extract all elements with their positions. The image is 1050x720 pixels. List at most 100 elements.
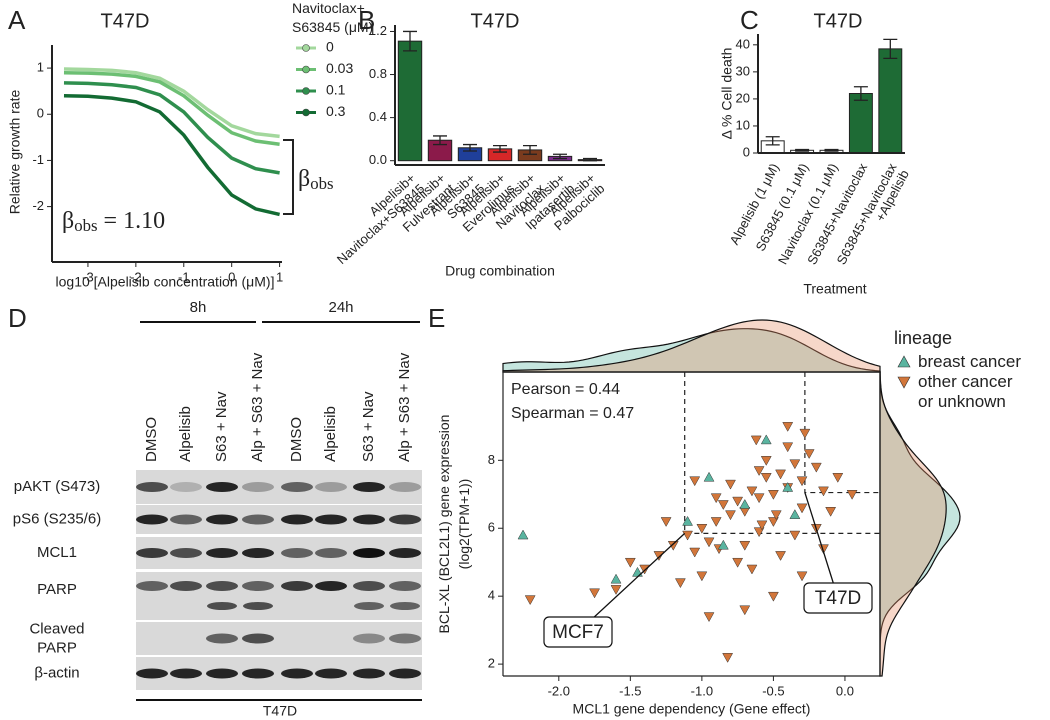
legend-marker — [897, 376, 911, 389]
x-tick-label: -2 — [130, 269, 142, 284]
point — [703, 537, 715, 548]
blot-band — [354, 602, 384, 610]
error-bar — [824, 148, 839, 152]
cell-line-label: T47D — [263, 703, 297, 719]
point — [717, 500, 729, 510]
y-axis-label-line: BCL-XL (BCL2L1) gene expression — [436, 415, 452, 634]
y-tick-label: 0 — [37, 106, 44, 121]
x-tick-label: -1.5 — [619, 683, 641, 698]
point — [767, 490, 779, 500]
blot-band — [315, 581, 347, 591]
y-axis-label: Δ % Cell death — [719, 48, 735, 140]
row-label-line: β-actin — [34, 664, 79, 681]
blot-band — [136, 548, 168, 558]
blot-band — [281, 668, 313, 679]
point — [818, 486, 829, 497]
legend-title-line: Navitoclax+ — [292, 0, 365, 16]
x-tick-group: S63845+Navitoclax+Alpelisib — [834, 161, 913, 274]
point — [810, 462, 822, 473]
lane-label: DMSO — [143, 417, 160, 462]
blot-band — [206, 581, 238, 591]
blot-band — [353, 548, 385, 558]
point — [753, 527, 765, 538]
x-tick-label: -2.0 — [548, 683, 570, 698]
blot-band — [315, 548, 347, 558]
blot-band — [389, 548, 421, 558]
legend-item: other cancer or unknown — [894, 372, 1044, 412]
lane-label: Alpelisib — [322, 406, 339, 462]
blot-band — [353, 668, 385, 679]
x-tick-label: 1 — [276, 269, 283, 284]
point — [789, 459, 801, 470]
point — [782, 442, 794, 453]
y-tick-label: 0 — [743, 144, 750, 159]
point — [632, 566, 643, 577]
blot-band — [170, 581, 202, 591]
legend-marker — [897, 355, 911, 368]
y-axis-label: BCL-XL (BCL2L1) gene expression (log2(TPM… — [436, 415, 472, 634]
point — [696, 571, 708, 582]
error-bar — [463, 143, 477, 152]
blot-band — [281, 482, 313, 492]
point — [818, 544, 829, 555]
blot-band — [242, 633, 274, 644]
annotation: βobs = 1.10 — [62, 208, 165, 235]
x-tick-label: -1.0 — [691, 683, 713, 698]
x-tick-label: -3 — [82, 269, 94, 284]
point — [703, 612, 715, 623]
legend-swatch-dot — [302, 108, 310, 117]
blot-band — [136, 581, 168, 591]
blot-band — [242, 668, 274, 679]
point — [746, 486, 758, 497]
point — [517, 529, 529, 540]
blot-band — [170, 548, 202, 558]
point — [739, 498, 751, 509]
x-axis-label: log10 [Alpelisib concentration (μM)] — [56, 274, 275, 290]
y-tick-label: 0.4 — [369, 109, 387, 124]
blot-band — [136, 668, 168, 679]
series-line — [63, 81, 280, 175]
blot-band — [315, 514, 347, 525]
blot-band — [242, 514, 274, 525]
point — [770, 510, 782, 521]
blot-band — [242, 581, 274, 591]
legend-title: Navitoclax+ S63845 (μM) — [292, 0, 373, 35]
point — [682, 530, 693, 541]
series-line — [63, 67, 280, 139]
blot-band — [170, 514, 202, 525]
row-label: Cleaved PARP — [29, 620, 84, 656]
blot-band — [389, 633, 421, 644]
series-line — [63, 70, 280, 147]
point — [760, 456, 772, 466]
error-bar — [523, 144, 537, 155]
point — [689, 476, 701, 487]
point — [703, 471, 715, 482]
y-tick-label: -1 — [32, 152, 44, 167]
marginal-density — [502, 319, 881, 373]
point — [689, 547, 701, 558]
blot-strip — [136, 622, 422, 655]
point — [722, 653, 734, 663]
point — [653, 551, 665, 561]
blot-band — [206, 514, 238, 525]
x-tick-label: S63845+Navitoclax+Alpelisib — [834, 161, 913, 274]
error-bar — [583, 157, 597, 162]
y-tick-label: 2 — [488, 656, 495, 671]
series-line — [63, 94, 280, 217]
point — [610, 585, 622, 595]
blot-band — [353, 633, 385, 644]
row-label: MCL1 — [37, 544, 77, 561]
y-axis-label-line: (log2(TPM+1)) — [456, 479, 472, 570]
blot-band — [136, 514, 168, 525]
point — [732, 496, 744, 507]
point — [674, 578, 686, 589]
y-tick-label: -2 — [32, 198, 44, 213]
legend-label: 0.1 — [326, 82, 346, 98]
row-label-line: Cleaved — [29, 620, 84, 637]
point — [789, 509, 801, 519]
point — [667, 540, 679, 551]
y-tick-label: 10 — [736, 117, 750, 132]
y-tick-label: 1.2 — [369, 23, 387, 38]
x-axis-label: MCL1 gene dependency (Gene effect) — [573, 701, 811, 717]
